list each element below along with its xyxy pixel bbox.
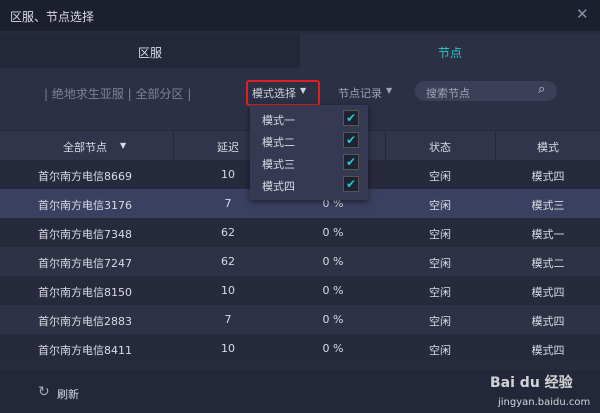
table-row[interactable] (0, 305, 600, 334)
cell: 10 (221, 284, 235, 297)
cell: 首尔南方电信7348 (38, 228, 132, 241)
cell: 空闲 (429, 228, 451, 241)
cell: 首尔南方电信8669 (38, 170, 132, 183)
search-box[interactable] (415, 81, 557, 101)
column-divider (385, 131, 386, 160)
watermark: Bai du 经验 (490, 375, 573, 391)
table-row[interactable] (0, 276, 600, 305)
cell: 空闲 (429, 286, 451, 299)
tab-active[interactable]: 节点 (437, 46, 463, 60)
cell: 模式四 (531, 170, 565, 183)
cell: 模式二 (531, 257, 565, 270)
refresh-button[interactable]: 刷新 (57, 388, 79, 401)
cell: 0 % (322, 255, 344, 268)
dropdown-arrow[interactable]: ▼ (300, 86, 307, 95)
search-placeholder[interactable]: 搜索节点 (426, 87, 470, 100)
cell: 空闲 (429, 315, 451, 328)
table-row[interactable] (0, 218, 600, 247)
close-button[interactable]: ✕ (576, 5, 589, 23)
menu-option[interactable]: 模式四 (262, 180, 295, 193)
column-header: 模式 (537, 141, 559, 154)
cell: 模式四 (531, 344, 565, 357)
tab-bg[interactable] (0, 33, 300, 68)
checkbox[interactable]: ✔ (343, 110, 359, 126)
title-bar (0, 0, 600, 31)
sort-arrow[interactable]: ▼ (120, 141, 127, 150)
menu-option[interactable]: 模式二 (262, 136, 295, 149)
cell: 7 (224, 313, 232, 326)
checkbox[interactable]: ✔ (343, 176, 359, 192)
refresh-icon[interactable]: ↻ (38, 384, 50, 400)
menu-option[interactable]: 模式一 (262, 114, 295, 127)
tab[interactable]: 区服 (137, 46, 163, 60)
mode-select[interactable]: 模式选择 (252, 87, 296, 100)
cell: 62 (221, 255, 235, 268)
cell: 首尔南方电信8411 (38, 344, 132, 357)
cell: 10 (221, 168, 235, 181)
column-divider (173, 131, 174, 160)
column-header: 延迟 (217, 141, 239, 154)
cell: 空闲 (429, 344, 451, 357)
cell: 0 % (322, 226, 344, 239)
cell: 模式三 (531, 199, 565, 212)
cell: 7 (224, 197, 232, 210)
cell: 62 (221, 226, 235, 239)
menu-option[interactable]: 模式三 (262, 158, 295, 171)
cell: 0 % (322, 313, 344, 326)
breadcrumb[interactable]: | 绝地求生亚服 | 全部分区 | (44, 87, 192, 101)
cell: 首尔南方电信7247 (38, 257, 132, 270)
table-row[interactable] (0, 334, 600, 363)
cell: 模式四 (531, 286, 565, 299)
cell: 模式一 (531, 228, 565, 241)
search-icon[interactable]: ⌕ (538, 82, 546, 97)
cell: 模式四 (531, 315, 565, 328)
cell: 0 % (322, 284, 344, 297)
column-divider (495, 131, 496, 160)
column-header[interactable]: 全部节点 (63, 141, 107, 154)
column-header: 状态 (429, 141, 451, 154)
cell: 首尔南方电信3176 (38, 199, 132, 212)
checkbox[interactable]: ✔ (343, 132, 359, 148)
checkbox[interactable]: ✔ (343, 154, 359, 170)
cell: 首尔南方电信2883 (38, 315, 132, 328)
dropdown-arrow[interactable]: ▼ (386, 86, 393, 95)
table-row[interactable] (0, 247, 600, 276)
footer (0, 370, 600, 413)
cell: 10 (221, 342, 235, 355)
window-title: 区服、节点选择 (10, 10, 95, 24)
cell: 首尔南方电信8150 (38, 286, 132, 299)
cell: 0 % (322, 197, 344, 210)
cell: 空闲 (429, 199, 451, 212)
cell: 空闲 (429, 257, 451, 270)
watermark-url: jingyan.baidu.com (498, 397, 591, 408)
cell: 空闲 (429, 170, 451, 183)
node-history[interactable]: 节点记录 (338, 87, 382, 100)
tab-bg-active[interactable] (300, 33, 600, 68)
cell: 0 % (322, 342, 344, 355)
